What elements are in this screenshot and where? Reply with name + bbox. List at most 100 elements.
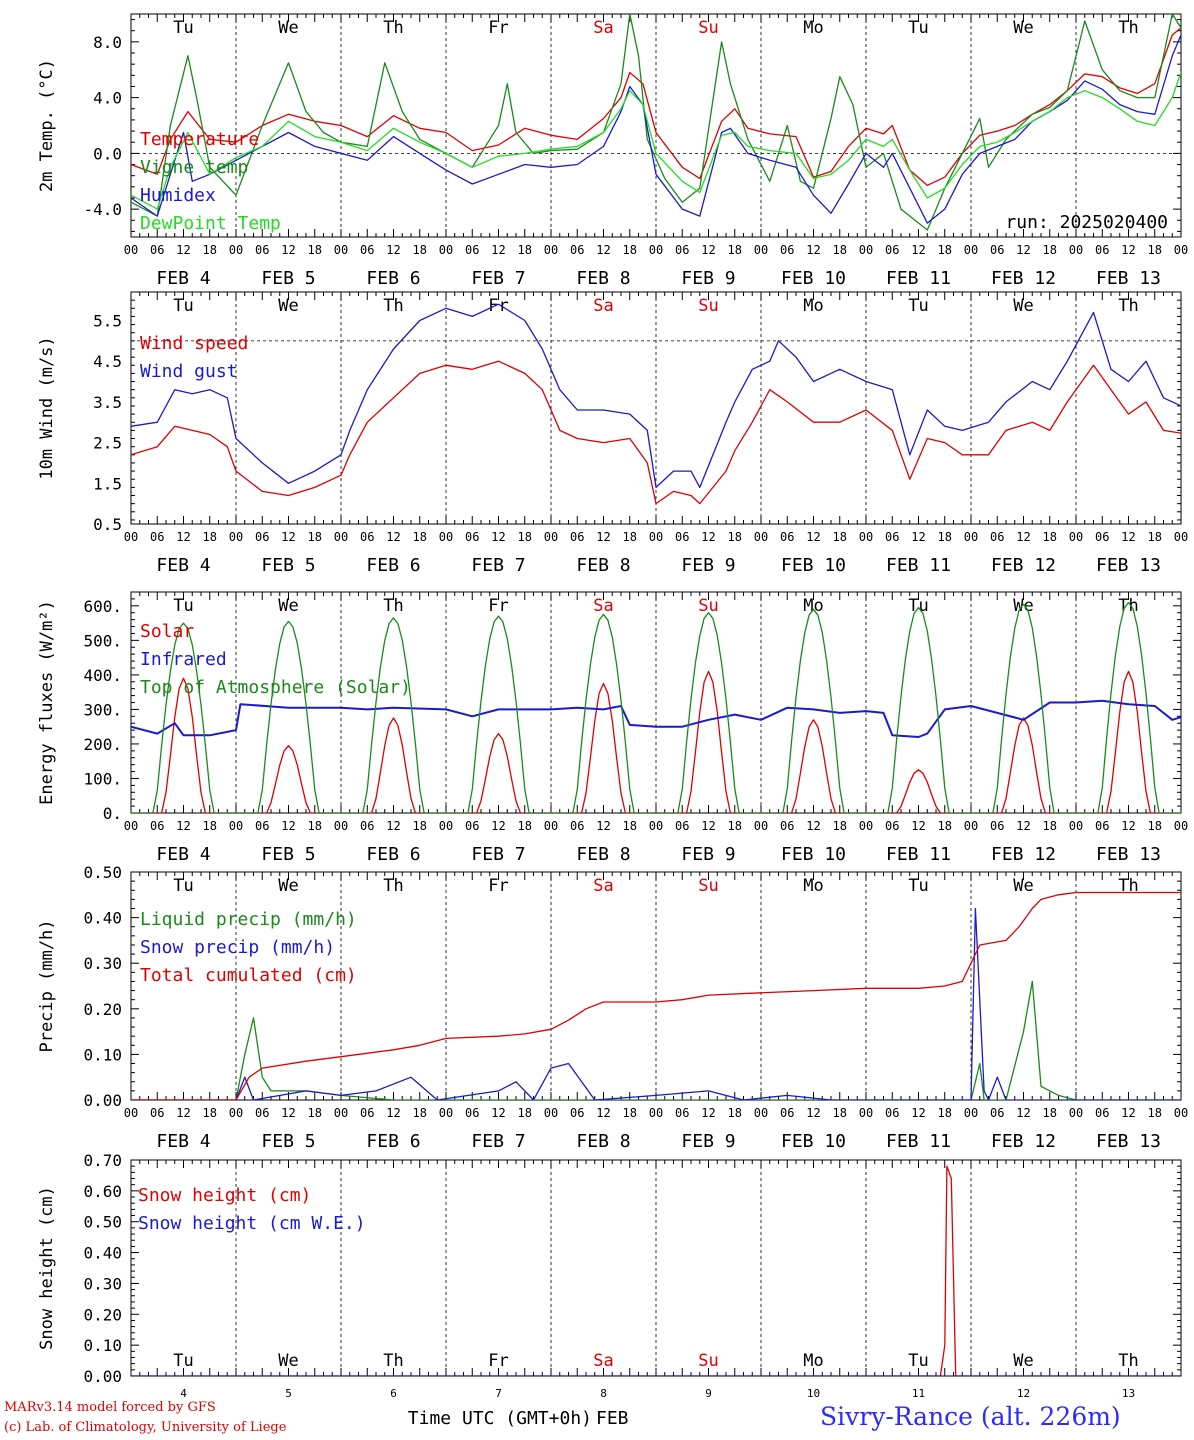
y-axis-title: 2m Temp. (°C) <box>37 59 57 192</box>
weekday-label: Th <box>1118 596 1138 616</box>
hour-tick-label: 18 <box>203 530 217 544</box>
hour-tick-label: 18 <box>308 1106 322 1120</box>
date-label: FEB 7 <box>471 844 525 865</box>
hour-tick-label: 06 <box>675 1106 689 1120</box>
hour-tick-label: 00 <box>124 530 138 544</box>
hour-tick-label: 12 <box>911 530 925 544</box>
series-group <box>131 14 1181 231</box>
series-group <box>131 891 1181 1100</box>
series-line-snow-height-cm- <box>131 1165 1181 1376</box>
hour-tick-label: 18 <box>203 819 217 833</box>
weekday-label: Su <box>698 18 718 38</box>
weekday-label: Mo <box>803 296 823 316</box>
hour-tick-label: 06 <box>465 819 479 833</box>
weekday-label: Tu <box>908 296 928 316</box>
weekday-label: We <box>278 296 298 316</box>
date-label: FEB 5 <box>261 1131 315 1152</box>
hour-tick-label: 12 <box>911 243 925 257</box>
date-label: FEB 7 <box>471 1131 525 1152</box>
hour-tick-label: 18 <box>938 819 952 833</box>
hour-tick-label: 06 <box>570 1106 584 1120</box>
y-tick-label: 0.20 <box>83 1305 122 1324</box>
hour-tick-label: 18 <box>1148 819 1162 833</box>
hour-tick-label: 00 <box>229 530 243 544</box>
hour-tick-label: 06 <box>990 530 1004 544</box>
hour-tick-label: 18 <box>308 243 322 257</box>
weekday-label: Fr <box>488 18 508 38</box>
legend-entry: Snow height (cm W.E.) <box>138 1213 366 1234</box>
legend-entry: Vigne temp <box>140 157 248 178</box>
hour-tick-label: 12 <box>1016 530 1030 544</box>
hour-tick-label: 12 <box>701 819 715 833</box>
hour-tick-label: 00 <box>1174 243 1188 257</box>
weekday-label: Th <box>383 876 403 896</box>
y-tick-label: 0.10 <box>83 1045 122 1064</box>
station-name: Sivry-Rance (alt. 226m) <box>820 1402 1121 1431</box>
hour-tick-label: 00 <box>544 243 558 257</box>
hour-tick-label: 06 <box>1095 530 1109 544</box>
weekday-label: Tu <box>908 596 928 616</box>
date-label: FEB 9 <box>681 268 735 289</box>
hour-tick-label: 12 <box>491 819 505 833</box>
hour-tick-label: 12 <box>596 530 610 544</box>
y-tick-label: 0.40 <box>83 909 122 928</box>
day-number: 9 <box>705 1387 712 1400</box>
hour-tick-label: 06 <box>780 1106 794 1120</box>
hour-tick-label: 06 <box>990 243 1004 257</box>
day-number: 13 <box>1122 1387 1135 1400</box>
hour-tick-label: 12 <box>806 243 820 257</box>
y-tick-label: 0.40 <box>83 1244 122 1263</box>
hour-tick-label: 06 <box>1095 819 1109 833</box>
hour-tick-label: 00 <box>964 243 978 257</box>
y-tick-label: 0.70 <box>83 1151 122 1170</box>
weekday-label: Tu <box>173 876 193 896</box>
hour-tick-label: 06 <box>570 819 584 833</box>
day-number: 4 <box>180 1387 187 1400</box>
weekday-label: Fr <box>488 596 508 616</box>
model-credit: MARv3.14 model forced by GFS <box>4 1400 216 1415</box>
hour-tick-label: 12 <box>806 1106 820 1120</box>
hour-tick-label: 18 <box>1043 243 1057 257</box>
y-tick-label: 100. <box>83 769 122 788</box>
weekday-label: Su <box>698 596 718 616</box>
series-group <box>131 1165 1181 1376</box>
panel-5: 0.00 0.10 0.20 0.30 0.40 0.50 0.60 0.70 Snow hei… <box>37 1151 1182 1429</box>
date-label: FEB 10 <box>781 844 846 865</box>
y-tick-label: 0. <box>103 804 122 823</box>
series-line-total-cumulated-cm- <box>131 891 1181 1100</box>
weekday-label: We <box>278 1351 298 1371</box>
hour-tick-label: 06 <box>780 243 794 257</box>
hour-tick-label: 12 <box>176 530 190 544</box>
hour-tick-label: 06 <box>255 530 269 544</box>
series-line-top-of-atmosphere-solar- <box>131 601 1181 813</box>
weekday-label: We <box>1013 596 1033 616</box>
hour-tick-label: 18 <box>413 819 427 833</box>
hour-tick-label: 06 <box>360 1106 374 1120</box>
hour-tick-label: 00 <box>859 530 873 544</box>
hour-tick-label: 18 <box>833 819 847 833</box>
hour-tick-label: 06 <box>990 819 1004 833</box>
hour-tick-label: 00 <box>964 819 978 833</box>
hour-tick-label: 00 <box>649 819 663 833</box>
weekday-label: Su <box>698 876 718 896</box>
hour-tick-label: 06 <box>780 530 794 544</box>
hour-tick-label: 06 <box>885 530 899 544</box>
weekday-label: Sa <box>593 296 613 316</box>
hour-tick-label: 12 <box>386 243 400 257</box>
hour-tick-label: 00 <box>544 1106 558 1120</box>
hour-tick-label: 06 <box>675 243 689 257</box>
hour-tick-label: 18 <box>308 819 322 833</box>
hour-tick-label: 12 <box>386 1106 400 1120</box>
hour-tick-label: 06 <box>465 243 479 257</box>
weekday-label: Mo <box>803 1351 823 1371</box>
hour-tick-label: 12 <box>281 243 295 257</box>
date-label: FEB 4 <box>156 844 210 865</box>
weekday-label: Sa <box>593 18 613 38</box>
hour-tick-label: 12 <box>596 243 610 257</box>
series-line-vigne-temp <box>131 14 1181 231</box>
weekday-label: We <box>1013 1351 1033 1371</box>
y-tick-label: 0.0 <box>93 144 122 163</box>
hour-tick-label: 18 <box>1148 530 1162 544</box>
hour-tick-label: 18 <box>833 243 847 257</box>
hour-tick-label: 00 <box>1069 530 1083 544</box>
